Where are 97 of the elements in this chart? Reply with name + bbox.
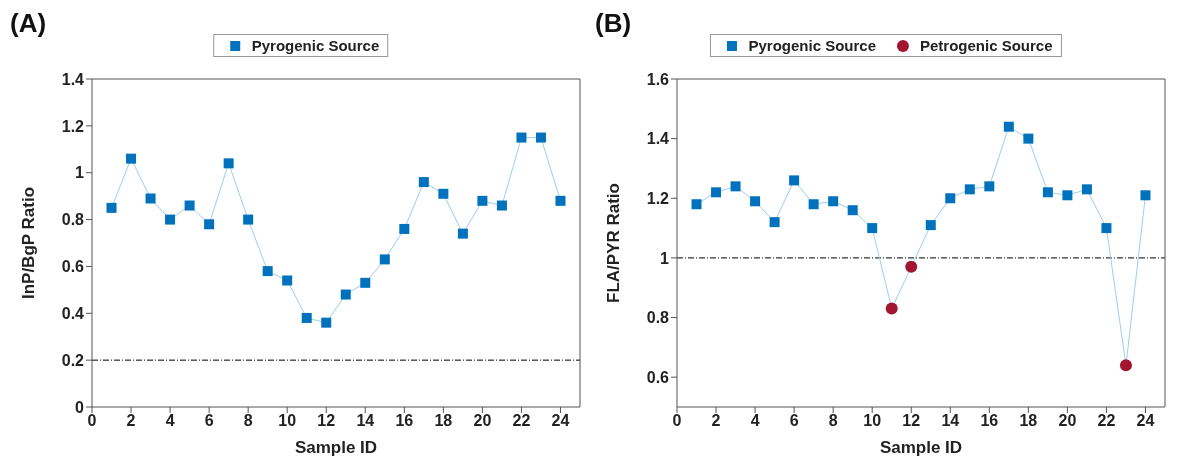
point — [438, 188, 449, 199]
y-axis-title: InP/BgP Ratio — [19, 186, 39, 300]
legend-label: Pyrogenic Source — [251, 37, 380, 54]
y-tick-label: 1.2 — [61, 117, 85, 135]
y-tick-label: 1.4 — [61, 70, 85, 88]
point — [769, 217, 780, 228]
point — [750, 196, 761, 207]
point — [418, 177, 429, 188]
point — [1081, 184, 1092, 195]
x-tick-label: 10 — [863, 412, 882, 430]
point — [145, 193, 156, 204]
x-tick-label: 12 — [902, 412, 921, 430]
x-tick-label: 16 — [395, 412, 414, 430]
point — [789, 175, 800, 186]
x-tick-label: 2 — [711, 412, 721, 430]
x-tick-label: 14 — [941, 412, 960, 430]
point — [885, 302, 898, 315]
x-tick-label: 12 — [317, 412, 336, 430]
y-tick-label: 0.8 — [61, 211, 85, 229]
point — [1062, 190, 1073, 201]
point — [379, 254, 390, 265]
y-tick-label: 0.4 — [61, 304, 85, 322]
point — [477, 195, 488, 206]
point — [730, 181, 741, 192]
point — [555, 195, 566, 206]
x-tick-label: 0 — [87, 412, 97, 430]
point — [867, 223, 878, 234]
point — [321, 317, 332, 328]
legend-label: Pyrogenic Source — [748, 37, 876, 54]
y-tick-label: 0.6 — [61, 258, 85, 276]
x-tick-label: 4 — [165, 412, 175, 430]
point — [964, 184, 975, 195]
x-tick-label: 6 — [204, 412, 214, 430]
point — [984, 181, 995, 192]
point — [1042, 187, 1053, 198]
point — [945, 193, 956, 204]
point — [496, 200, 507, 211]
x-tick-label: 20 — [1058, 412, 1077, 430]
y-tick-label: 1.6 — [646, 70, 670, 88]
point — [204, 219, 215, 230]
y-tick-label: 0 — [75, 398, 85, 416]
y-tick-label: 0.8 — [646, 309, 670, 327]
point — [282, 275, 293, 286]
x-tick-label: 24 — [551, 412, 570, 430]
x-tick-label: 0 — [672, 412, 682, 430]
point — [301, 312, 312, 323]
x-tick-label: 6 — [789, 412, 799, 430]
y-tick-label: 0.2 — [61, 351, 85, 369]
point — [184, 200, 195, 211]
point — [808, 199, 819, 210]
point — [262, 266, 273, 277]
x-tick-label: 22 — [1097, 412, 1116, 430]
x-tick-label: 20 — [473, 412, 492, 430]
point — [847, 205, 858, 216]
point — [106, 202, 117, 213]
point — [340, 289, 351, 300]
x-axis-title: Sample ID — [294, 438, 378, 457]
y-tick-label: 1 — [75, 164, 85, 182]
point — [691, 199, 702, 210]
chart-title: (B) — [595, 8, 632, 39]
legend-label: Petrogenic Source — [920, 37, 1053, 54]
point — [1023, 133, 1034, 144]
x-tick-label: 22 — [512, 412, 531, 430]
x-tick-label: 18 — [434, 412, 453, 430]
point — [243, 214, 254, 225]
chart-title: (A) — [10, 8, 47, 39]
point — [399, 223, 410, 234]
point — [828, 196, 839, 207]
point — [457, 228, 468, 239]
y-tick-label: 1 — [660, 249, 670, 267]
x-tick-label: 8 — [828, 412, 838, 430]
y-tick-label: 1.4 — [646, 130, 670, 148]
y-tick-label: 0.6 — [646, 368, 670, 386]
point — [535, 132, 546, 143]
x-tick-label: 10 — [278, 412, 297, 430]
point — [905, 260, 918, 273]
point — [516, 132, 527, 143]
point — [360, 277, 371, 288]
point — [1140, 190, 1151, 201]
point — [126, 153, 137, 164]
y-tick-label: 1.2 — [646, 189, 670, 207]
point — [165, 214, 176, 225]
x-tick-label: 8 — [243, 412, 253, 430]
point — [925, 220, 936, 231]
y-axis-title: FLA/PYR Ratio — [604, 183, 624, 303]
x-tick-label: 16 — [980, 412, 999, 430]
point — [223, 158, 234, 169]
point — [1003, 121, 1014, 132]
x-tick-label: 14 — [356, 412, 375, 430]
point — [1101, 223, 1112, 234]
x-axis-title: Sample ID — [879, 438, 963, 457]
x-tick-label: 2 — [126, 412, 136, 430]
point — [711, 187, 722, 198]
point — [1119, 359, 1132, 372]
x-tick-label: 4 — [750, 412, 760, 430]
x-tick-label: 24 — [1136, 412, 1155, 430]
x-tick-label: 18 — [1019, 412, 1038, 430]
